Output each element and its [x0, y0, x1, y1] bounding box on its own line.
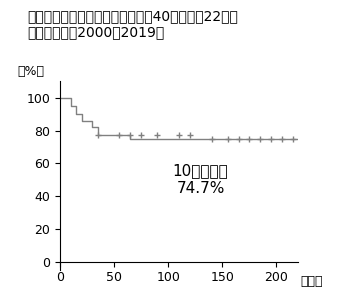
Text: 手術治療を行った高悪性骨肉腫（40歳以下）22例の
累積生存率（2000〜2019）: 手術治療を行った高悪性骨肉腫（40歳以下）22例の 累積生存率（2000〜201…: [27, 9, 238, 39]
Y-axis label: （%）: （%）: [18, 65, 45, 78]
Text: （月）: （月）: [300, 275, 323, 288]
Text: 10年生存率
74.7%: 10年生存率 74.7%: [173, 164, 228, 196]
